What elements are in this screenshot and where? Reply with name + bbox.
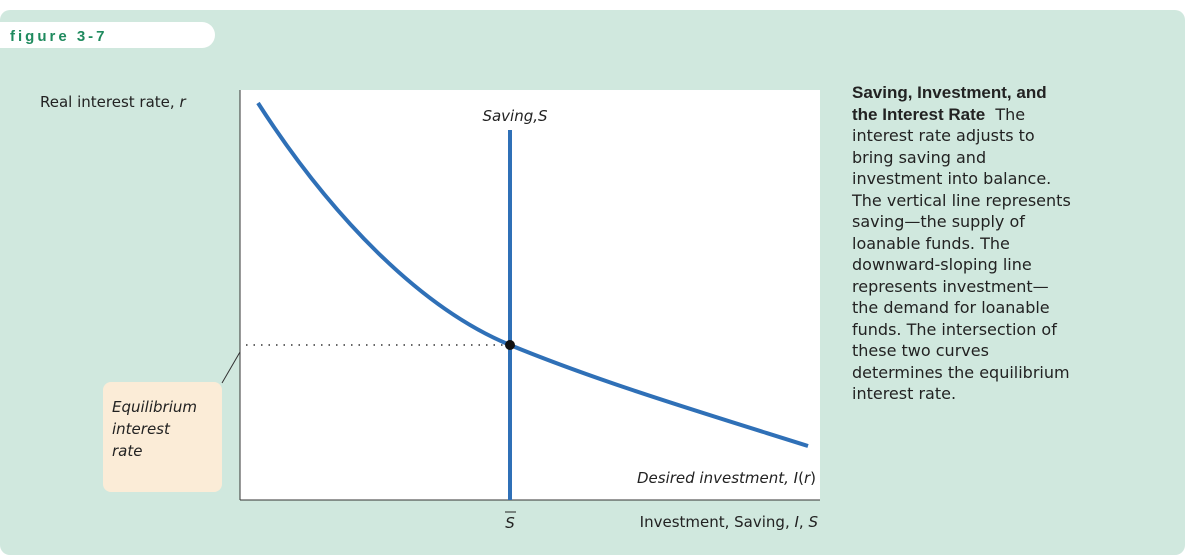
label-part: r — [179, 93, 186, 111]
investment-label: Desired investment, I(r) — [637, 469, 816, 487]
plot-area — [240, 90, 820, 500]
label-part: S — [808, 513, 818, 531]
label-part: ( — [798, 469, 804, 487]
label-part: r — [804, 469, 811, 487]
equilibrium-point — [505, 340, 515, 350]
figure-label: figure 3-7 — [10, 28, 108, 45]
label-part: , — [799, 513, 809, 531]
label-part: Investment, Saving, — [640, 513, 795, 531]
caption-title: Saving, Investment, and the Interest Rat… — [852, 83, 1047, 124]
s-bar-label: S — [505, 514, 515, 532]
callout-leader — [221, 351, 241, 384]
y-axis-label: Real interest rate, r — [40, 93, 186, 111]
caption-body: The interest rate adjusts to bring savin… — [852, 104, 1071, 404]
callout-line: interest — [112, 420, 171, 438]
label-part: I — [794, 469, 799, 487]
saving-label: Saving,S — [482, 107, 548, 125]
label-part: Desired investment, — [637, 469, 794, 487]
label-part: I — [794, 513, 799, 531]
callout-line: rate — [112, 442, 142, 460]
callout-line: Equilibrium — [112, 398, 197, 416]
label-part: Real interest rate, — [40, 93, 179, 111]
callout-box — [103, 382, 222, 492]
figure-tab — [0, 22, 215, 48]
x-axis-label: Investment, Saving, I, S — [640, 513, 819, 531]
caption: Saving, Investment, and the Interest Rat… — [852, 82, 1074, 405]
label-part: ) — [810, 469, 816, 487]
